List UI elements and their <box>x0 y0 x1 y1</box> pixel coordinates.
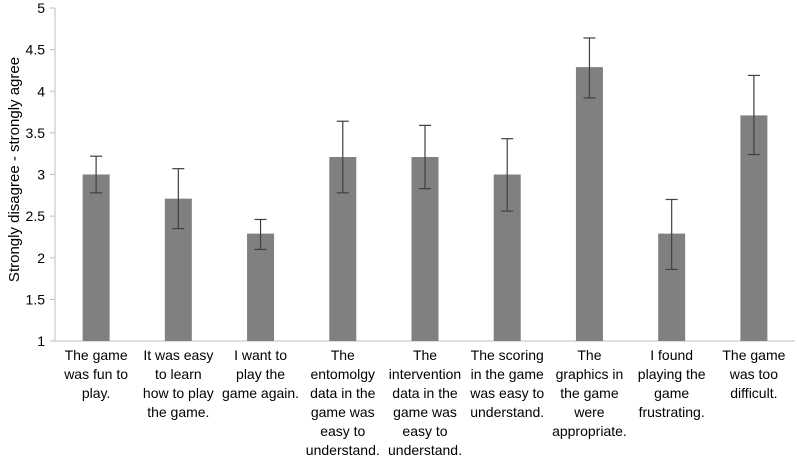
category-label-line: data in the <box>310 385 376 401</box>
y-tick-label: 1 <box>37 333 45 349</box>
category-label-line: entomolgy <box>310 366 375 382</box>
category-label: The game was too difficult. <box>722 347 785 401</box>
y-axis-title-group: Strongly disagree - strongly agree <box>6 57 23 282</box>
y-tick-label: 5 <box>37 0 45 16</box>
category-label-line: It was easy <box>143 347 213 363</box>
category-label-line: game was <box>311 404 375 420</box>
category-label-line: was too <box>729 366 778 382</box>
category-label-line: game <box>654 385 689 401</box>
category-label-line: The <box>331 347 355 363</box>
category-label-line: easy to <box>402 423 447 439</box>
category-label: The graphics in the game were appropriate. <box>552 347 627 439</box>
y-tick-label: 4.5 <box>26 42 46 58</box>
category-label-line: The scoring <box>471 347 544 363</box>
category-label: The entomolgy data in the game was easy to un… <box>306 347 380 458</box>
category-label-line: were <box>573 404 605 420</box>
category-label-line: graphics in <box>556 366 624 382</box>
category-label-line: how to play <box>143 385 214 401</box>
y-tick-label: 1.5 <box>26 291 46 307</box>
category-label-line: playing the <box>638 366 706 382</box>
category-label-line: The <box>413 347 437 363</box>
category-label-line: I found <box>650 347 693 363</box>
category-label-line: understand. <box>470 404 544 420</box>
bar <box>82 174 110 341</box>
category-label: The game was fun to play. <box>63 347 128 401</box>
category-label: It was easy to learn how to play the game. <box>143 347 214 420</box>
y-tick-label: 2.5 <box>26 208 46 224</box>
bars <box>82 67 768 342</box>
category-label: I want to play the game again. <box>222 347 299 401</box>
bar <box>575 67 603 342</box>
category-label-line: The <box>577 347 601 363</box>
category-label: I found playing the game frustrating. <box>638 347 706 420</box>
category-label-line: frustrating. <box>639 404 705 420</box>
category-label-line: in the game <box>471 366 544 382</box>
y-axis-ticks: 1 1.5 2 2.5 3 3.5 4 4.5 5 <box>26 0 46 349</box>
y-axis-title: Strongly disagree - strongly agree <box>6 57 23 282</box>
category-label-line: The game <box>65 347 128 363</box>
category-label: The intervention data in the game was easy t… <box>388 347 462 458</box>
bar <box>247 233 275 341</box>
category-label-line: easy to <box>320 423 365 439</box>
category-label-line: play. <box>82 385 111 401</box>
y-tick-label: 3 <box>37 167 45 183</box>
y-tick-label: 4 <box>37 83 45 99</box>
y-tick-label: 2 <box>37 250 45 266</box>
category-label-line: understand. <box>306 442 380 458</box>
category-label-line: the game. <box>147 404 209 420</box>
category-label-line: to learn <box>155 366 202 382</box>
category-label-line: game was <box>393 404 457 420</box>
category-label-line: understand. <box>388 442 462 458</box>
category-label-line: difficult. <box>730 385 777 401</box>
category-label-line: data in the <box>392 385 458 401</box>
category-label-line: I want to <box>234 347 287 363</box>
category-label: The scoring in the game was easy to underst… <box>469 347 544 420</box>
y-tick-label: 3.5 <box>26 125 46 141</box>
category-label-line: appropriate. <box>552 423 627 439</box>
error-bars <box>90 37 760 271</box>
category-label-line: game again. <box>222 385 299 401</box>
category-label-line: the game <box>560 385 619 401</box>
category-label-line: play the <box>236 366 285 382</box>
category-label-line: was fun to <box>63 366 128 382</box>
category-label-line: intervention <box>389 366 461 382</box>
category-label-line: was easy to <box>469 385 544 401</box>
category-labels: The game was fun to play. It was easy to lea… <box>63 347 785 458</box>
category-label-line: The game <box>722 347 785 363</box>
